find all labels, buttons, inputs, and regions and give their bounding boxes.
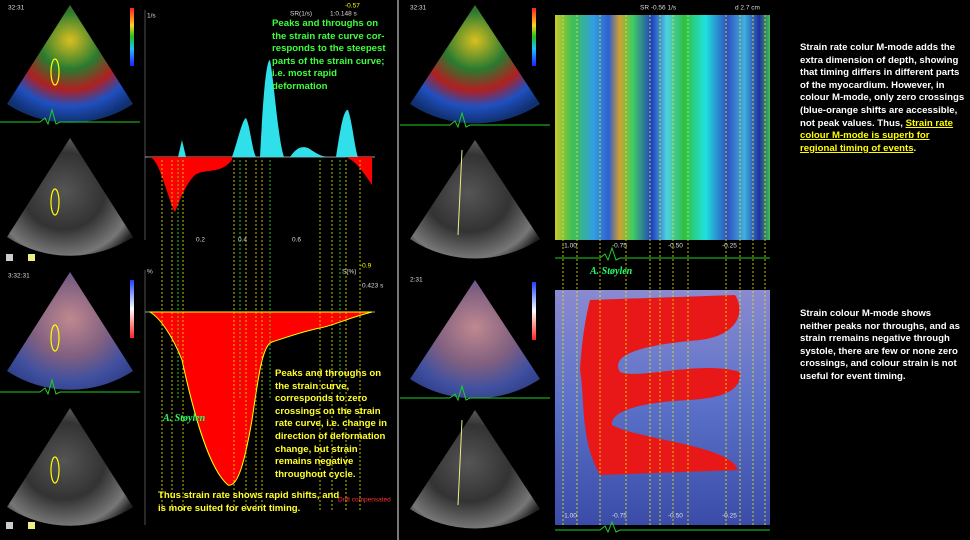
time-tick: -0.75	[612, 243, 627, 250]
color-bar	[532, 282, 536, 340]
strain-rate-plot: 1/s SR(1/s) -0.57 1:0.148 s 0.2 0.4 0.6	[144, 3, 375, 244]
time-tick: -0.50	[668, 243, 683, 250]
sr-time: 1:0.148 s	[330, 11, 357, 18]
color-bar	[532, 8, 536, 66]
clock: 2:31	[410, 277, 423, 284]
mmode-line	[457, 149, 463, 236]
time-tick: -1.00	[562, 243, 577, 250]
x-tick: 0.6	[292, 237, 301, 244]
roi-marker	[50, 188, 60, 216]
strain-note: Peaks and throughs on the strain curve, …	[275, 368, 387, 480]
signature: A. Støylen	[590, 266, 633, 277]
sr-mmode	[555, 15, 770, 240]
icon	[28, 522, 35, 529]
depth: d 2.7 cm	[735, 5, 760, 12]
echo-sector	[410, 140, 540, 259]
echo-sector	[7, 272, 133, 390]
time-tick: -1.00	[562, 513, 577, 520]
sr-label: SR(1/s)	[290, 11, 312, 18]
color-bar	[130, 280, 134, 338]
axis-label: %	[147, 269, 153, 276]
echo-column-left: 32:31 3:32:31	[0, 5, 140, 529]
ecg-trace	[0, 378, 140, 396]
echo-sector	[410, 280, 540, 399]
ecg-trace	[400, 384, 550, 402]
signature: A. Støylen	[163, 413, 206, 424]
sr-reading: -0.57	[345, 3, 360, 10]
echo-column-right: 32:31 2:31	[400, 5, 550, 529]
echo-sector	[7, 408, 133, 526]
ecg-trace	[555, 520, 770, 534]
axis-label: 1/s	[147, 13, 156, 20]
clock: 32:31	[410, 5, 427, 12]
icon	[28, 254, 35, 261]
echo-sector	[410, 5, 540, 124]
note-end: .	[913, 142, 917, 154]
echo-sector	[7, 138, 133, 256]
ecg-trace	[555, 246, 770, 262]
echo-sector	[410, 410, 540, 529]
sr-header: SR -0.56 1/s	[640, 5, 677, 12]
time-tick: -0.25	[722, 243, 737, 250]
strain-label: S(%)	[342, 269, 356, 276]
ecg-trace	[400, 111, 550, 129]
icon	[6, 522, 13, 529]
x-tick: 0.4	[238, 237, 247, 244]
roi-marker	[50, 324, 60, 352]
timing-lines	[562, 15, 766, 525]
icon	[6, 254, 13, 261]
time-tick: -0.50	[668, 513, 683, 520]
time-tick: -0.75	[612, 513, 627, 520]
conclusion-note: Thus strain rate shows rapid shifts, and…	[158, 490, 340, 514]
strain-time: 0.423 s	[362, 283, 384, 290]
strain-rate-note: Peaks and throughs on the strain rate cu…	[272, 18, 386, 92]
echo-sector	[7, 5, 133, 123]
timing-lines-green	[177, 160, 341, 400]
clock: 3:32:31	[8, 273, 30, 280]
strain-mmode-note: Strain colour M-mode shows neither peaks…	[800, 308, 960, 382]
ecg-trace	[0, 108, 140, 126]
note-emphasis: Strain rate colour M-mode is superb for …	[800, 117, 954, 154]
x-tick: 0.2	[196, 237, 205, 244]
clock: 32:31	[8, 5, 25, 12]
roi-marker	[50, 58, 60, 86]
mmode-line	[457, 419, 463, 506]
drift-note: Drift compensated	[338, 497, 391, 504]
sr-positive	[178, 60, 358, 157]
strain-reading: -0.9	[360, 263, 372, 270]
color-bar	[130, 8, 134, 66]
time-tick: -0.25	[722, 513, 737, 520]
roi-marker	[50, 456, 60, 484]
sr-mmode-note: Strain rate colur M-mode adds the extra …	[800, 42, 965, 155]
note-text: Strain rate colur M-mode adds the extra …	[800, 42, 965, 129]
sr-negative	[345, 157, 372, 185]
sr-negative	[150, 157, 232, 212]
